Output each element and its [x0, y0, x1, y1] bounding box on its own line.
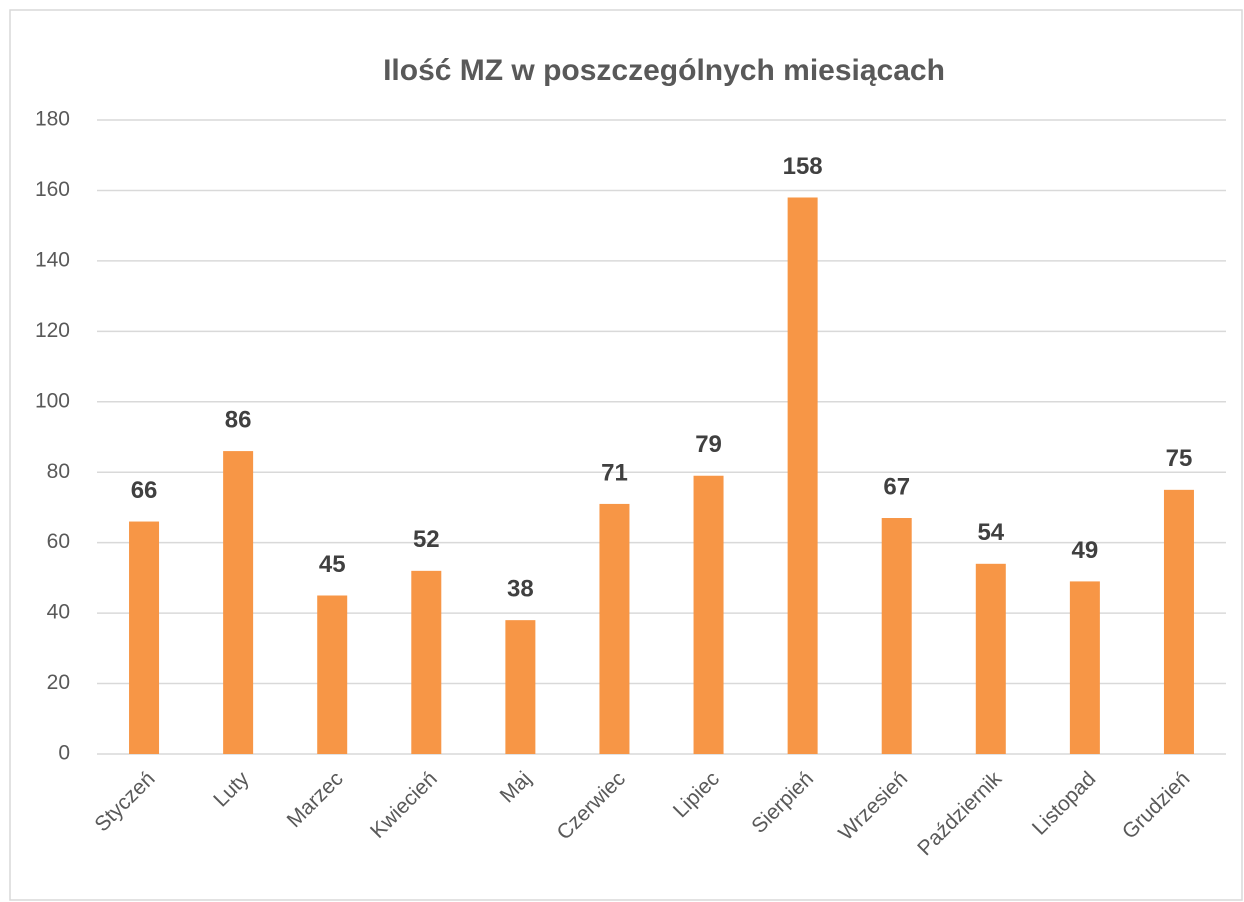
data-label: 49 — [1072, 537, 1099, 564]
bar — [1163, 489, 1194, 754]
bar — [693, 475, 724, 754]
data-label: 71 — [601, 459, 628, 486]
bar — [129, 521, 160, 754]
data-label: 75 — [1166, 445, 1193, 472]
data-label: 45 — [319, 551, 346, 578]
bar — [599, 503, 630, 754]
data-label: 66 — [131, 477, 158, 504]
bar — [317, 595, 348, 754]
data-label: 52 — [413, 526, 440, 553]
bar — [881, 518, 912, 754]
data-label: 158 — [783, 153, 823, 180]
y-tick-label: 0 — [58, 742, 70, 765]
data-label: 67 — [883, 473, 910, 500]
chart-frame — [9, 9, 1243, 901]
data-label: 79 — [695, 431, 722, 458]
chart-title: Ilość MZ w poszczególnych miesiącach — [383, 54, 945, 87]
bar — [787, 197, 818, 754]
bar — [411, 570, 442, 754]
y-tick-label: 80 — [47, 460, 70, 483]
bar — [505, 620, 536, 754]
bar — [1069, 581, 1100, 754]
bar — [223, 451, 254, 754]
y-tick-label: 40 — [47, 601, 70, 624]
y-tick-label: 180 — [35, 108, 70, 131]
y-tick-label: 20 — [47, 671, 70, 694]
y-tick-label: 120 — [35, 319, 70, 342]
y-tick-label: 100 — [35, 389, 70, 412]
data-label: 38 — [507, 575, 534, 602]
data-label: 54 — [977, 519, 1004, 546]
bar — [975, 563, 1006, 754]
y-tick-label: 160 — [35, 178, 70, 201]
data-label: 86 — [225, 406, 252, 433]
y-tick-label: 60 — [47, 530, 70, 553]
y-tick-label: 140 — [35, 248, 70, 271]
